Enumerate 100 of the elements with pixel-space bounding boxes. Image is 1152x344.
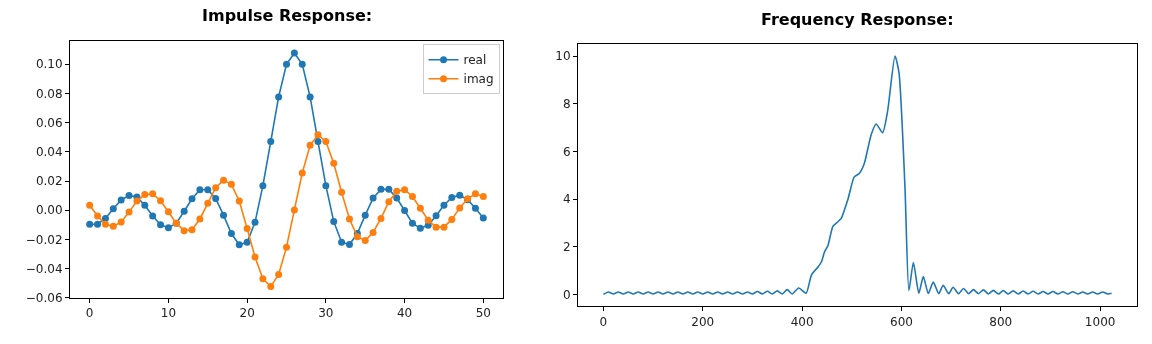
point bbox=[141, 201, 149, 209]
point bbox=[377, 214, 385, 222]
y-tick-label: 8 bbox=[562, 96, 571, 111]
point bbox=[94, 220, 102, 228]
point bbox=[322, 138, 330, 146]
point bbox=[117, 196, 125, 204]
point bbox=[448, 215, 456, 223]
y-tick-label: 0 bbox=[562, 287, 571, 302]
point bbox=[479, 192, 487, 200]
y-tick-label: 6 bbox=[562, 144, 571, 159]
point bbox=[393, 194, 401, 202]
point bbox=[275, 270, 283, 278]
point bbox=[86, 220, 94, 228]
x-tick-label: 600 bbox=[890, 314, 913, 329]
point bbox=[94, 212, 102, 220]
point bbox=[361, 211, 369, 219]
x-tick-label: 200 bbox=[691, 314, 715, 329]
point bbox=[188, 195, 196, 203]
point bbox=[456, 204, 464, 212]
y-tick-label: 4 bbox=[562, 192, 571, 207]
point bbox=[227, 180, 235, 188]
point bbox=[109, 205, 117, 213]
point bbox=[251, 253, 259, 261]
point bbox=[314, 138, 322, 146]
y-tick-label: −0.02 bbox=[25, 232, 63, 247]
point bbox=[259, 275, 267, 283]
point bbox=[188, 226, 196, 234]
point bbox=[180, 227, 188, 235]
y-tick-label: 0.06 bbox=[35, 115, 63, 130]
point bbox=[204, 186, 212, 194]
point bbox=[243, 238, 251, 246]
chart-title: Impulse Response: bbox=[202, 6, 373, 25]
y-tick-label: 0.04 bbox=[35, 145, 63, 160]
point bbox=[180, 207, 188, 215]
point bbox=[117, 218, 125, 226]
x-tick-label: 1000 bbox=[1084, 314, 1116, 329]
point bbox=[401, 207, 409, 214]
x-tick-label: 0 bbox=[85, 306, 94, 321]
point bbox=[471, 190, 479, 198]
legend-label: imag bbox=[463, 72, 494, 87]
x-tick-label: 20 bbox=[239, 306, 255, 321]
point bbox=[369, 228, 377, 236]
point bbox=[227, 230, 235, 238]
point bbox=[109, 222, 117, 230]
y-tick-label: 2 bbox=[562, 239, 571, 254]
point bbox=[401, 186, 409, 194]
x-tick-label: 0 bbox=[599, 314, 608, 329]
point bbox=[125, 208, 133, 216]
point bbox=[298, 60, 306, 68]
point bbox=[196, 215, 204, 223]
point bbox=[345, 241, 353, 249]
point bbox=[369, 194, 377, 202]
point bbox=[290, 49, 298, 57]
point bbox=[456, 191, 464, 199]
point bbox=[432, 212, 440, 220]
point bbox=[283, 60, 290, 68]
point bbox=[204, 199, 212, 207]
point bbox=[235, 241, 243, 249]
point bbox=[330, 218, 338, 226]
point bbox=[267, 138, 275, 146]
x-tick-label: 800 bbox=[989, 314, 1013, 329]
point bbox=[149, 190, 157, 198]
y-tick-label: 0.10 bbox=[35, 57, 63, 72]
point bbox=[101, 220, 109, 228]
point bbox=[471, 204, 479, 212]
point bbox=[298, 169, 306, 177]
point bbox=[283, 243, 290, 251]
y-tick-label: 0.08 bbox=[35, 86, 63, 101]
point bbox=[338, 188, 346, 196]
point bbox=[290, 206, 298, 214]
point bbox=[235, 197, 243, 205]
y-tick-label: 0.02 bbox=[35, 174, 63, 189]
point bbox=[385, 198, 393, 206]
point bbox=[408, 219, 416, 227]
point bbox=[133, 197, 141, 205]
x-tick-label: 10 bbox=[160, 306, 177, 321]
point bbox=[338, 238, 346, 246]
y-tick-label: 0.00 bbox=[35, 203, 63, 218]
point bbox=[101, 214, 109, 222]
x-tick-label: 40 bbox=[396, 306, 413, 321]
point bbox=[164, 224, 172, 232]
y-tick-label: −0.06 bbox=[25, 291, 63, 306]
point bbox=[345, 215, 353, 223]
x-tick-label: 50 bbox=[475, 306, 491, 321]
point bbox=[251, 218, 259, 226]
point bbox=[322, 182, 330, 190]
point bbox=[157, 197, 165, 205]
point bbox=[149, 212, 157, 220]
point bbox=[448, 194, 456, 202]
line-series bbox=[602, 55, 1113, 296]
point bbox=[377, 185, 385, 193]
point bbox=[440, 223, 448, 231]
point bbox=[164, 208, 172, 216]
point bbox=[196, 186, 204, 194]
point bbox=[86, 201, 94, 209]
point bbox=[157, 221, 165, 229]
point bbox=[259, 182, 267, 190]
x-tick-label: 400 bbox=[790, 314, 814, 329]
point bbox=[125, 192, 133, 200]
point bbox=[416, 204, 424, 212]
